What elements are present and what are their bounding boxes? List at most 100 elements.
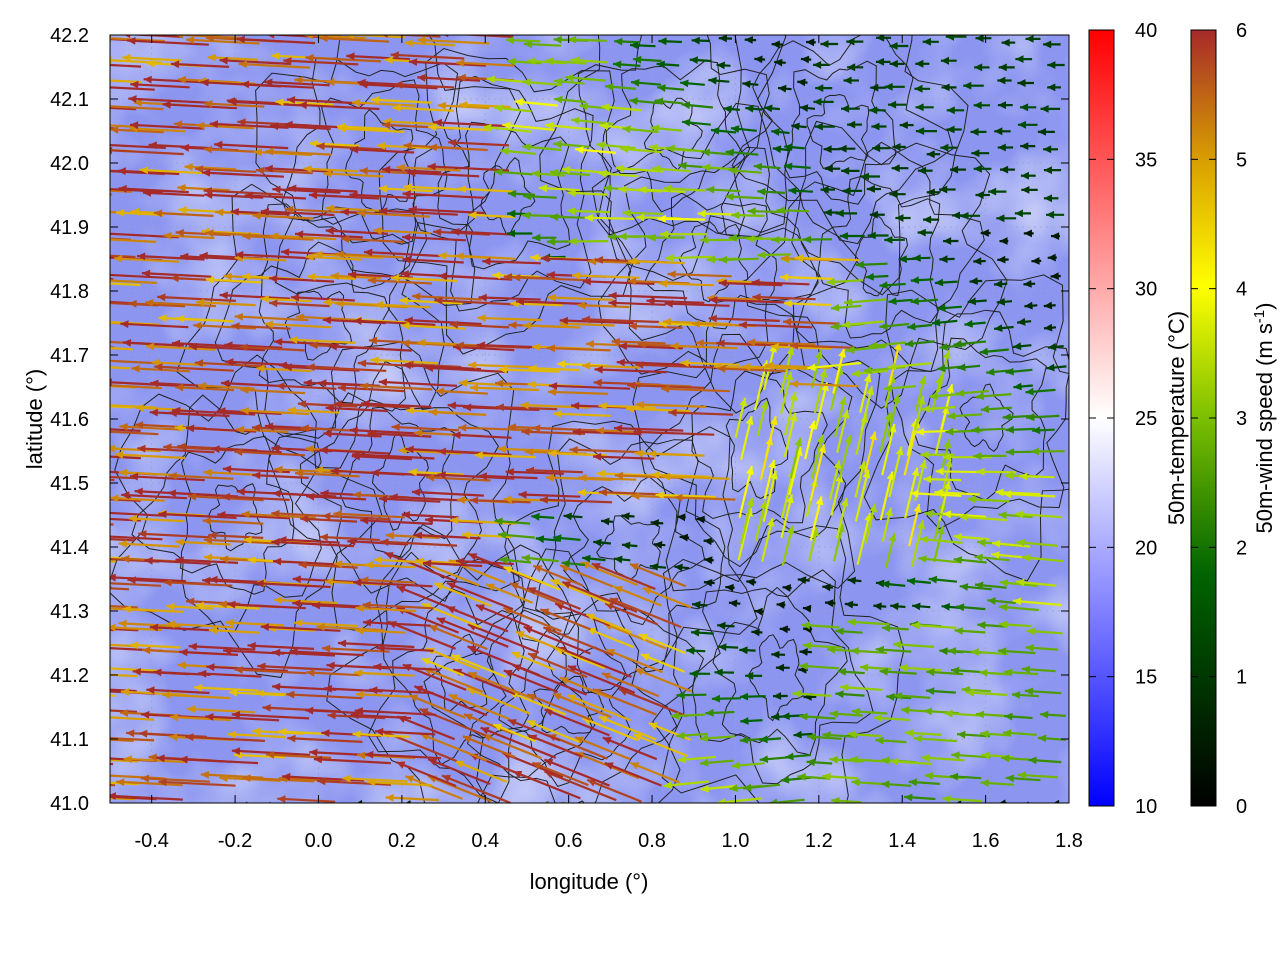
wind-arrow-head <box>101 230 109 238</box>
wind-label-superscript: -1 <box>1251 310 1268 323</box>
x-tick-label: 0.2 <box>388 830 416 852</box>
wind-label-end: ) <box>1252 303 1277 310</box>
wind-arrow-head <box>513 803 521 811</box>
wind-arrow-head <box>97 185 105 193</box>
wind-arrow-head <box>95 318 103 326</box>
wind-arrow-head <box>91 276 99 284</box>
wind-arrow-head <box>81 390 89 398</box>
wind-arrow-head <box>94 734 102 742</box>
wind-arrow <box>90 101 106 103</box>
wind-arrow <box>1051 804 1059 805</box>
wind-arrow <box>373 807 383 808</box>
wind-arrow <box>690 807 735 811</box>
y-tick-label: 41.5 <box>50 473 89 495</box>
wind-arrow-head <box>94 537 102 545</box>
wind-arrow <box>183 806 213 809</box>
wind-arrow <box>660 806 706 811</box>
wind-arrow-head <box>99 235 107 243</box>
wind-arrow <box>80 713 104 714</box>
wind-arrow-head <box>92 509 100 517</box>
x-tick-label: 1.6 <box>972 830 1000 852</box>
wind-arrow <box>41 191 112 195</box>
colorbar-tick-label: 4 <box>1236 279 1247 301</box>
colorbar-tick-label: 0 <box>1236 796 1247 818</box>
wind-arrow <box>54 521 114 524</box>
y-axis-label: latitude (°) <box>22 369 47 470</box>
colorbar-tick-label: 6 <box>1236 20 1247 42</box>
wind-arrow <box>752 806 785 809</box>
wind-arrow-head <box>60 57 68 65</box>
wind-arrow-head <box>81 452 89 460</box>
wind-arrow-head <box>660 806 668 814</box>
wind-arrow <box>100 602 110 603</box>
wind-arrow <box>94 541 105 542</box>
wind-arrow-head <box>104 378 112 386</box>
x-tick-label: 1.0 <box>722 830 750 852</box>
wind-arrow-head <box>752 804 760 812</box>
x-axis-label: longitude (°) <box>530 869 649 894</box>
colorbar-tick-label: 20 <box>1135 537 1157 559</box>
wind-arrow <box>81 392 109 394</box>
y-tick-label: 41.1 <box>50 729 89 751</box>
colorbar-tick-label: 15 <box>1135 667 1157 689</box>
wind-arrow-head <box>101 271 109 279</box>
wind-arrow-head <box>100 599 108 607</box>
colorbar-tick-label: 25 <box>1135 408 1157 430</box>
wind-arrow-head <box>53 582 61 590</box>
y-tick-label: 41.0 <box>50 793 89 815</box>
wind-arrow <box>240 805 257 807</box>
wind-arrow <box>815 805 837 807</box>
wind-arrow-head <box>83 687 91 695</box>
y-tick-label: 41.4 <box>50 537 89 559</box>
wind-arrow-head <box>65 59 73 67</box>
wind-arrow-head <box>223 803 231 811</box>
y-tick-label: 41.3 <box>50 601 89 623</box>
wind-arrow <box>65 254 115 257</box>
wind-arrow-head <box>51 122 59 130</box>
wind-arrow-head <box>70 206 78 214</box>
colorbar-tick-label: 35 <box>1135 149 1157 171</box>
wind-arrow <box>653 803 690 807</box>
wind-arrow-head <box>88 778 96 786</box>
wind-arrow <box>29 322 111 326</box>
wind-arrow <box>53 693 116 696</box>
wind-arrow-head <box>38 778 46 786</box>
wind-arrow-head <box>102 338 110 346</box>
wind-arrow <box>96 41 107 42</box>
wind-arrow <box>66 303 105 306</box>
wind-speed-colorbar-label: 50m-wind speed (m s-1) <box>1251 303 1277 534</box>
wind-arrow-head <box>104 147 112 155</box>
wind-arrow-head <box>57 624 65 632</box>
wind-arrow <box>223 806 239 808</box>
wind-arrow-head <box>96 644 104 652</box>
wind-arrow-head <box>76 250 84 258</box>
wind-arrow-head <box>87 253 95 261</box>
x-tick-label: 0.0 <box>305 830 333 852</box>
wind-arrow-head <box>92 771 100 779</box>
wind-arrow-head <box>95 664 103 672</box>
wind-arrow-head <box>80 448 88 456</box>
wind-arrow-head <box>66 302 74 310</box>
wind-arrow-head <box>81 401 89 409</box>
wind-arrow <box>403 804 414 805</box>
wind-arrow-head <box>32 580 40 588</box>
colorbar-tick-label: 30 <box>1135 279 1157 301</box>
wind-arrow-head <box>70 144 78 152</box>
y-tick-label: 42.0 <box>50 153 89 175</box>
colorbar-tick-label: 40 <box>1135 20 1157 42</box>
y-tick-label: 41.2 <box>50 665 89 687</box>
wind-arrow-head <box>53 689 61 697</box>
wind-arrow-head <box>29 318 37 326</box>
wind-arrow <box>513 805 532 807</box>
wind-arrow-head <box>66 317 74 325</box>
wind-arrow-head <box>93 357 101 365</box>
x-tick-label: 0.6 <box>555 830 583 852</box>
wind-label-main: 50m-wind speed (m s <box>1252 323 1277 533</box>
x-tick-label: 0.8 <box>638 830 666 852</box>
wind-arrow-head <box>95 102 103 110</box>
y-tick-label: 42.2 <box>50 25 89 47</box>
y-tick-label: 41.7 <box>50 345 89 367</box>
x-tick-label: 1.2 <box>805 830 833 852</box>
colorbar-tick-label: 5 <box>1236 149 1247 171</box>
